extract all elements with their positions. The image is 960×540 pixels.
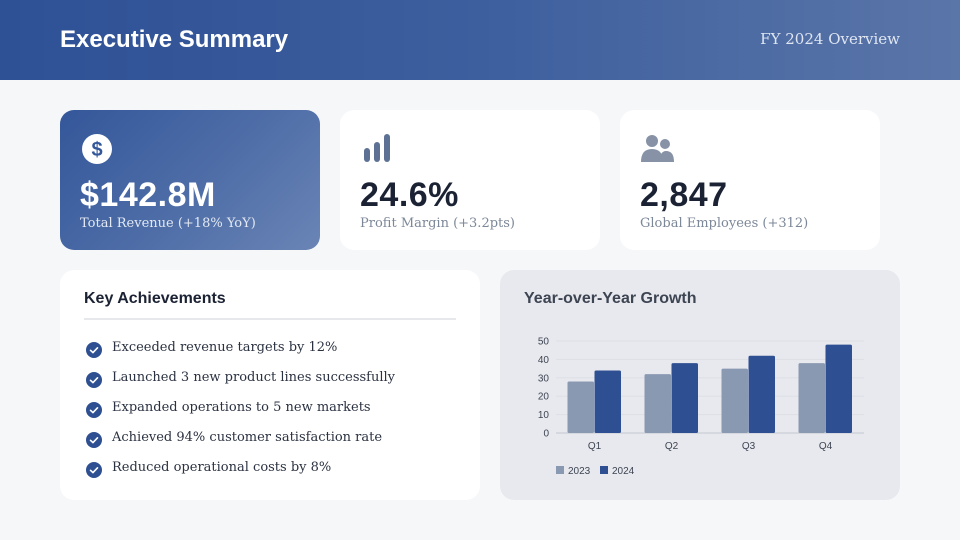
bar-2024-Q3	[748, 355, 775, 433]
bar-2023-Q1	[567, 381, 594, 433]
check-circle-icon	[86, 372, 102, 388]
achievement-text: Expanded operations to 5 new markets	[112, 400, 371, 415]
bar-chart-icon	[364, 134, 390, 162]
kpi-card-profit-margin: 24.6% Profit Margin (+3.2pts)	[340, 110, 600, 250]
svg-text:$: $	[91, 139, 102, 161]
kpi-label: Total Revenue (+18% YoY)	[80, 216, 256, 231]
achievement-text: Achieved 94% customer satisfaction rate	[112, 430, 383, 445]
bar-2023-Q2	[644, 374, 671, 433]
y-tick-label: 20	[538, 392, 550, 403]
legend-swatch	[600, 466, 608, 474]
growth-chart-panel: Year-over-Year Growth 0 10 20 30 40 50 Q1 Q2 Q3 Q…	[500, 270, 900, 500]
check-circle-icon	[86, 342, 102, 358]
achievement-text: Exceeded revenue targets by 12%	[112, 340, 338, 355]
dollar-circle-icon: $	[82, 134, 112, 164]
achievement-text: Launched 3 new product lines successfull…	[112, 370, 396, 385]
users-icon	[641, 135, 674, 162]
legend-label: 2023	[568, 466, 591, 477]
legend-label: 2024	[612, 466, 635, 477]
header-bar: Executive Summary FY 2024 Overview	[0, 0, 960, 80]
chart-title: Year-over-Year Growth	[524, 290, 697, 307]
page-title: Executive Summary	[60, 26, 289, 53]
x-tick-label: Q2	[665, 441, 679, 452]
legend-swatch	[556, 466, 564, 474]
kpi-card-employees: 2,847 Global Employees (+312)	[620, 110, 880, 250]
y-tick-label: 10	[538, 410, 550, 421]
check-circle-icon	[86, 432, 102, 448]
x-tick-label: Q3	[742, 441, 756, 452]
check-circle-icon	[86, 462, 102, 478]
achievement-text: Reduced operational costs by 8%	[112, 460, 332, 475]
x-tick-label: Q4	[819, 441, 833, 452]
kpi-value: $142.8M	[80, 176, 216, 214]
kpi-value: 24.6%	[360, 176, 459, 214]
bar-2024-Q2	[671, 363, 698, 433]
growth-bar-chart: 0 10 20 30 40 50 Q1 Q2 Q3 Q4 2023 2024	[538, 337, 864, 477]
y-tick-label: 30	[538, 373, 550, 384]
page-subtitle: FY 2024 Overview	[760, 30, 900, 48]
y-tick-label: 0	[543, 429, 549, 440]
achievements-panel: Key Achievements Exceeded revenue target…	[60, 270, 480, 500]
bar-2024-Q1	[594, 370, 621, 433]
y-tick-label: 50	[538, 337, 550, 348]
divider	[84, 318, 456, 320]
kpi-value: 2,847	[640, 176, 728, 214]
y-tick-label: 40	[538, 355, 550, 366]
check-circle-icon	[86, 402, 102, 418]
kpi-label: Global Employees (+312)	[640, 216, 809, 231]
kpi-card-revenue: $ $142.8M Total Revenue (+18% YoY)	[60, 110, 320, 250]
bar-2024-Q4	[825, 344, 852, 433]
x-tick-label: Q1	[588, 441, 602, 452]
bar-2023-Q3	[721, 368, 748, 433]
achievements-title: Key Achievements	[84, 290, 226, 307]
bar-2023-Q4	[798, 363, 825, 433]
kpi-label: Profit Margin (+3.2pts)	[360, 216, 516, 231]
